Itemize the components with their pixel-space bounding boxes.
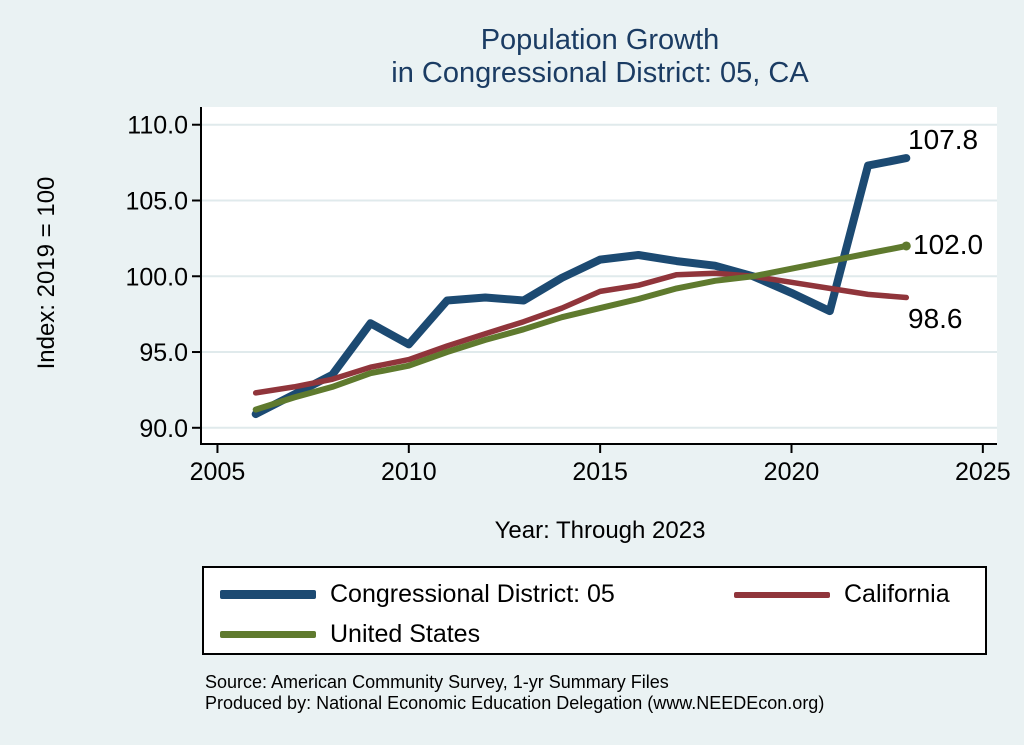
series-line-congressional-district-05 bbox=[251, 154, 911, 419]
legend-swatch-us bbox=[220, 631, 316, 638]
source-notes: Source: American Community Survey, 1-yr … bbox=[205, 672, 824, 714]
x-tick-label: 2015 bbox=[572, 458, 628, 486]
x-tick-label: 2020 bbox=[764, 458, 820, 486]
y-tick-label: 100.0 bbox=[125, 263, 188, 291]
series-line-united-states bbox=[252, 243, 910, 413]
source-line: Source: American Community Survey, 1-yr … bbox=[205, 672, 669, 692]
series-end-marker bbox=[901, 241, 911, 251]
x-tick-label: 2010 bbox=[381, 458, 437, 486]
legend-label-us: United States bbox=[330, 620, 481, 648]
chart-title-line1: Population Growth bbox=[480, 24, 720, 56]
y-tick-label: 105.0 bbox=[125, 187, 188, 215]
end-label-california: 98.6 bbox=[908, 303, 963, 334]
legend-swatch-district bbox=[220, 590, 316, 599]
end-label-district: 107.8 bbox=[908, 124, 979, 155]
legend-label-district: Congressional District: 05 bbox=[330, 580, 615, 608]
legend-swatch-california bbox=[734, 592, 830, 598]
x-axis-title: Year: Through 2023 bbox=[494, 517, 706, 544]
y-tick-label: 90.0 bbox=[139, 415, 188, 443]
legend: Congressional District: 05 California Un… bbox=[202, 566, 987, 655]
legend-label-california: California bbox=[844, 580, 950, 608]
x-tick-label: 2025 bbox=[955, 458, 1011, 486]
y-tick-label: 110.0 bbox=[127, 112, 188, 140]
produced-by-line: Produced by: National Economic Education… bbox=[205, 693, 825, 713]
chart-title-line2: in Congressional District: 05, CA bbox=[391, 57, 809, 89]
end-label-us: 102.0 bbox=[913, 229, 984, 260]
series-line-california bbox=[252, 270, 910, 396]
y-axis-title: Index: 2019 = 100 bbox=[33, 176, 60, 370]
chart-title: Population Growth in Congressional Distr… bbox=[200, 24, 1000, 90]
x-tick-label: 2005 bbox=[190, 458, 246, 486]
y-tick-label: 95.0 bbox=[139, 339, 188, 367]
